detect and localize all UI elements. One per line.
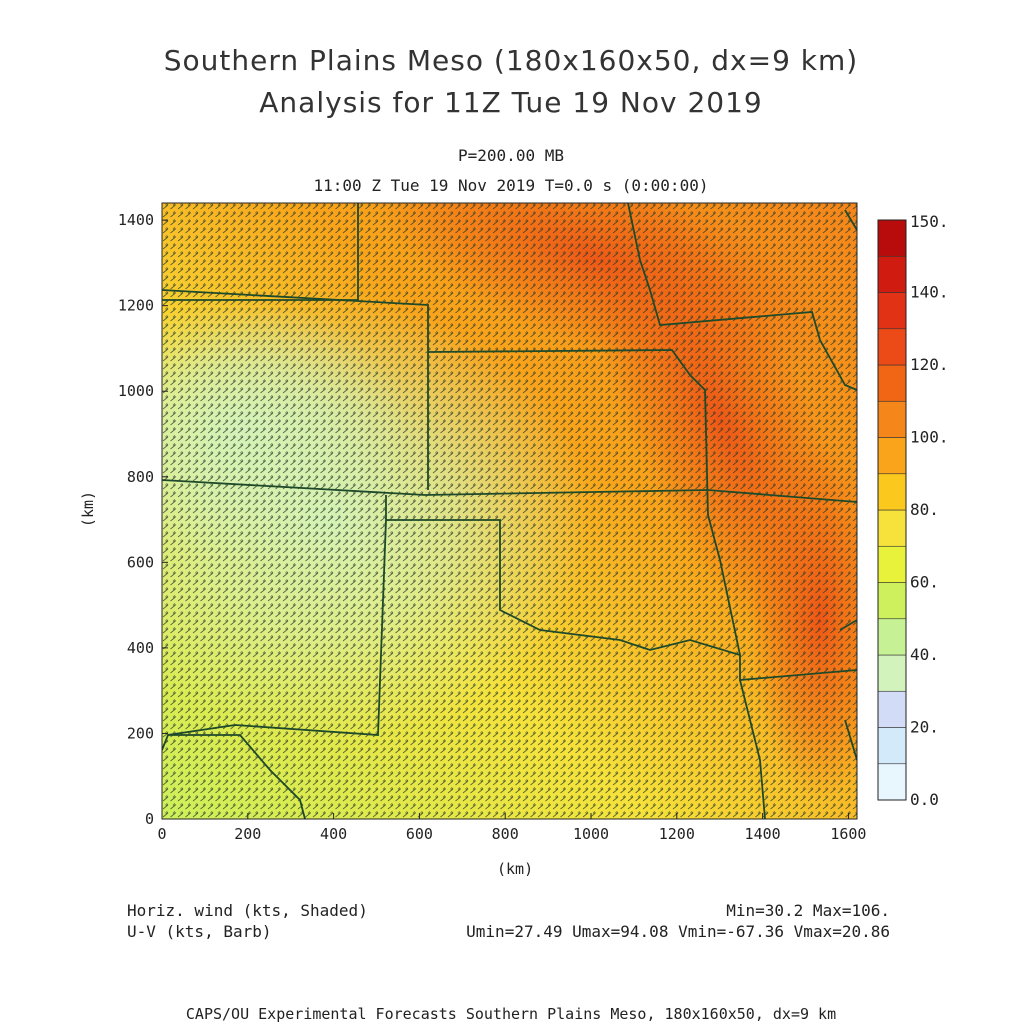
map-title: Southern Plains Meso (180x160x50, dx=9 k… (163, 44, 859, 77)
y-tick-label: 1400 (118, 211, 154, 229)
colorbar-swatch (877, 219, 907, 257)
y-tick-label: 800 (127, 468, 154, 486)
colorbar-swatch (877, 654, 907, 692)
y-tick-label: 1000 (118, 382, 154, 400)
colorbar-label: 20. (910, 718, 939, 737)
pressure-level-label: P=200.00 MB (458, 146, 564, 165)
colorbar-label: 60. (910, 573, 939, 592)
colorbar-swatch (877, 509, 907, 547)
state-borders (162, 203, 857, 819)
colorbar-swatch (877, 437, 907, 475)
colorbar: 0.0 20. 40. 60. 80. 100. 120. 140. 150. (877, 212, 949, 809)
colorbar-swatch (877, 400, 907, 438)
colorado-border (162, 289, 429, 490)
colorbar-swatch (877, 473, 907, 511)
texas-mexico-border (168, 734, 306, 819)
texas-oklahoma-border (385, 495, 857, 681)
colorbar-swatch (877, 255, 907, 293)
louisiana-border (739, 679, 766, 819)
x-tick-label: 1400 (745, 825, 781, 843)
x-tick-label: 0 (157, 825, 166, 843)
x-tick-label: 1600 (830, 825, 866, 843)
uv-stats: Umin=27.49 Umax=94.08 Vmin=-67.36 Vmax=2… (466, 922, 890, 941)
colorado-wyoming-border (162, 203, 359, 301)
x-axis-label: (km) (497, 860, 534, 878)
x-tick-label: 1200 (659, 825, 695, 843)
colorbar-swatch (877, 364, 907, 402)
legend-barb-field: U-V (kts, Barb) (127, 922, 272, 941)
missouri-iowa-border (627, 203, 857, 391)
kansas-nebraska-border (427, 349, 709, 516)
y-tick-label: 200 (127, 724, 154, 742)
y-tick-label: 600 (127, 553, 154, 571)
colorbar-frame (877, 219, 907, 801)
colorbar-label: 100. (910, 428, 949, 447)
footer-credit: CAPS/OU Experimental Forecasts Southern … (185, 1005, 837, 1023)
colorbar-swatch (877, 292, 907, 330)
new-mexico-texas-border (162, 519, 387, 751)
y-tick-label: 0 (145, 810, 154, 828)
colorbar-swatch (877, 545, 907, 583)
colorbar-label: 150. (910, 212, 949, 231)
eastern-rivers (839, 209, 857, 761)
colorbar-swatch (877, 690, 907, 728)
colorbar-label: 0.0 (910, 790, 939, 809)
y-tick-label: 400 (127, 639, 154, 657)
arkansas-oklahoma-border (707, 514, 741, 656)
colorbar-swatch (877, 328, 907, 366)
y-tick-label: 1200 (118, 297, 154, 315)
wind-barbs (162, 203, 857, 819)
colorbar-swatch (877, 763, 907, 801)
oklahoma-kansas-border (162, 479, 857, 503)
colorbar-label: 140. (910, 283, 949, 302)
colorbar-swatch (877, 727, 907, 765)
min-max-stats: Min=30.2 Max=106. (726, 901, 890, 920)
x-tick-label: 400 (320, 825, 347, 843)
y-axis-ticks: 0 200 400 600 800 1000 1200 1400 (118, 211, 168, 828)
colorbar-label: 80. (910, 500, 939, 519)
colorbar-swatch (877, 582, 907, 620)
x-tick-label: 200 (234, 825, 261, 843)
x-tick-label: 1000 (573, 825, 609, 843)
valid-time-label: 11:00 Z Tue 19 Nov 2019 T=0.0 s (0:00:00… (313, 176, 709, 195)
plot-frame (161, 202, 858, 820)
y-axis-label: (km) (79, 490, 98, 528)
legend-shaded-field: Horiz. wind (kts, Shaded) (127, 901, 368, 920)
colorbar-swatch (877, 618, 907, 656)
x-axis-ticks: 0 200 400 600 800 1000 1200 1400 1600 (157, 813, 866, 843)
x-tick-label: 600 (406, 825, 433, 843)
map-subtitle: Analysis for 11Z Tue 19 Nov 2019 (259, 86, 763, 119)
colorbar-label: 40. (910, 645, 939, 664)
wind-speed-field (162, 203, 857, 819)
x-tick-label: 800 (492, 825, 519, 843)
colorbar-label: 120. (910, 355, 949, 374)
